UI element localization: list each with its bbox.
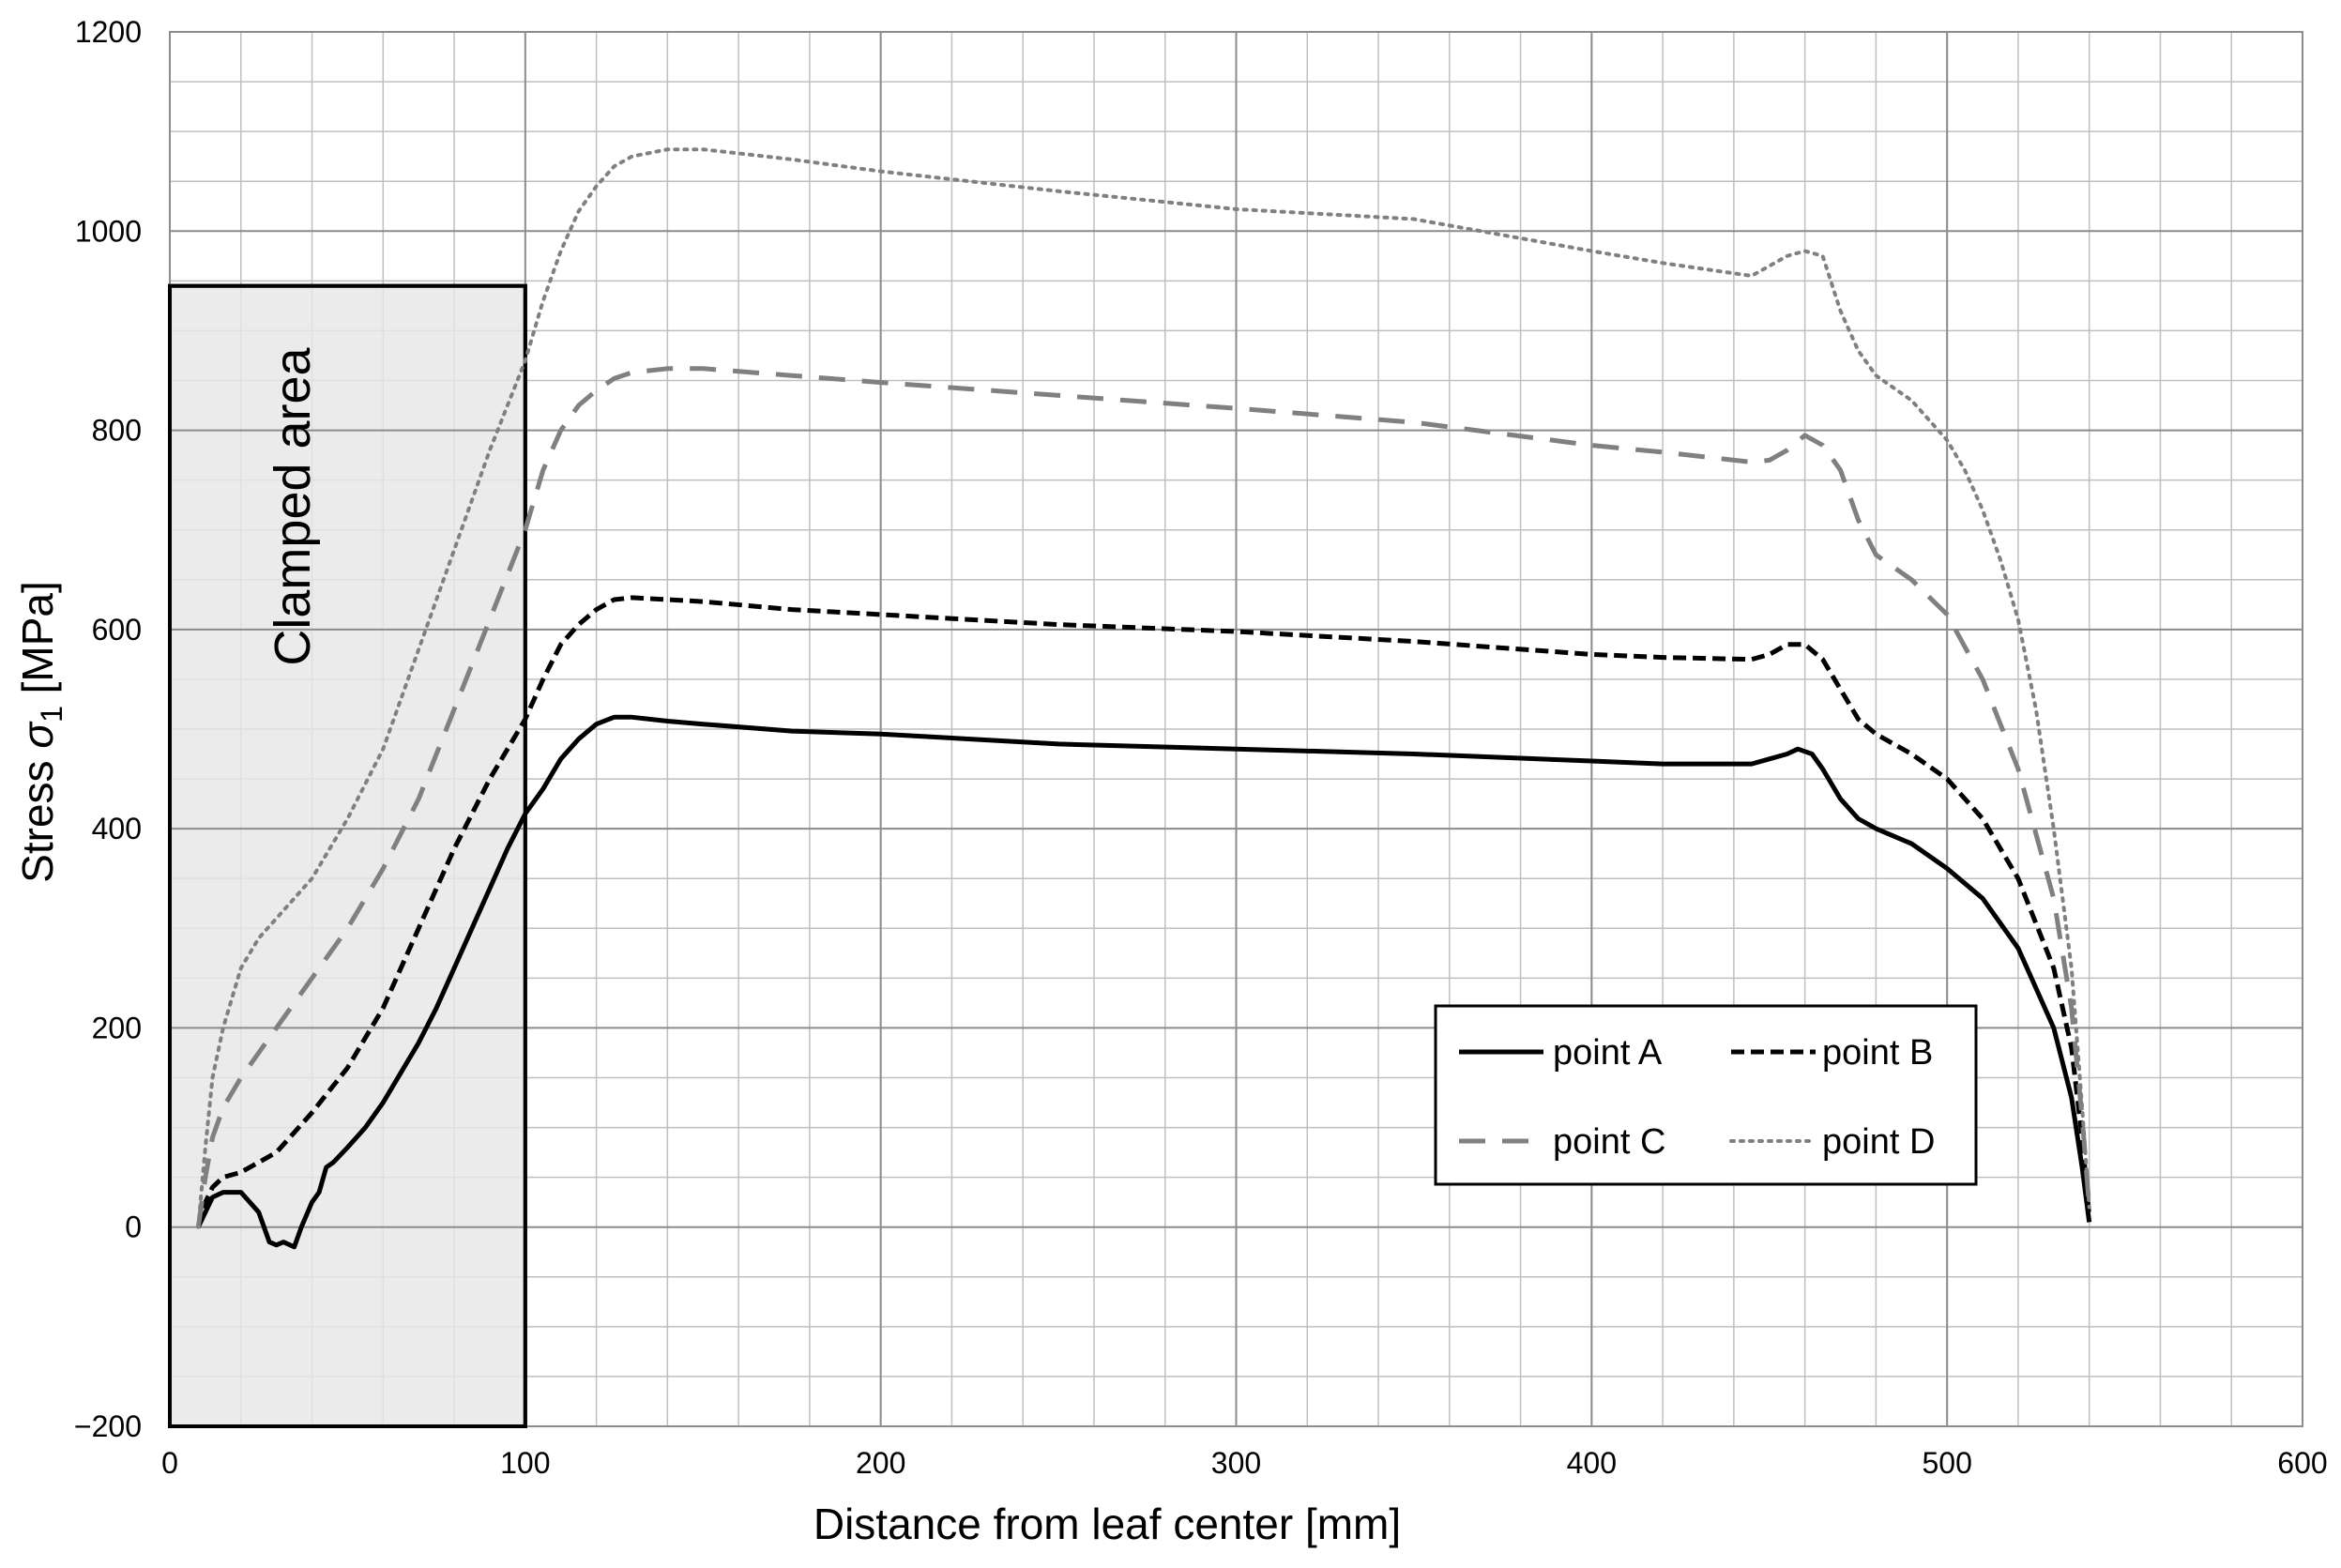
y-axis-title-prefix: Stress: [13, 749, 62, 883]
series-line-point-a: [196, 714, 2092, 1250]
y-axis-title-subscript: 1: [35, 706, 68, 723]
legend-label-point-a: point A: [1553, 1033, 1663, 1073]
y-tick-label: 800: [92, 414, 142, 448]
y-tick-label: 1000: [75, 214, 142, 248]
x-tick-label: 500: [1922, 1446, 1971, 1480]
legend-label-point-c: point C: [1553, 1122, 1665, 1162]
legend: point A point B point C point D: [1434, 1004, 1978, 1186]
clamped-area-box: [168, 283, 527, 1428]
legend-label-point-b: point B: [1822, 1033, 1933, 1073]
legend-label-point-d: point D: [1822, 1122, 1935, 1162]
clamped-area-border: [168, 283, 527, 1428]
y-axis-title: Stress σ1 [MPa]: [13, 581, 68, 883]
clamped-area: [168, 283, 527, 1428]
x-tick-labels: 0 100 200 300 400 500 600: [161, 1446, 2328, 1480]
x-tick-label: 600: [2277, 1446, 2327, 1480]
series-line-point-d: [196, 147, 2091, 1229]
y-tick-label: 400: [92, 812, 142, 845]
x-tick-label: 200: [856, 1446, 905, 1480]
y-tick-label: −200: [74, 1409, 142, 1443]
x-axis-title: Distance from leaf center [mm]: [813, 1499, 1401, 1548]
y-tick-label: 600: [92, 613, 142, 647]
series-line-point-c: [195, 366, 2092, 1228]
x-tick-label: 300: [1211, 1446, 1261, 1480]
y-tick-label: 200: [92, 1011, 142, 1044]
series-lines: [195, 147, 2092, 1250]
y-tick-labels: −200 0 200 400 600 800 1000 1200: [74, 15, 142, 1443]
y-tick-label: 1200: [75, 15, 142, 49]
y-axis-title-suffix: [MPa]: [13, 581, 62, 706]
clamped-area-label: Clamped area: [265, 346, 321, 665]
x-tick-label: 0: [161, 1446, 178, 1480]
plot-frame: [168, 31, 2303, 1428]
legend-box: [1434, 1004, 1978, 1186]
x-tick-label: 400: [1567, 1446, 1617, 1480]
y-axis-title-symbol: σ: [13, 721, 62, 749]
x-tick-label: 100: [500, 1446, 550, 1480]
y-tick-label: 0: [125, 1210, 142, 1244]
